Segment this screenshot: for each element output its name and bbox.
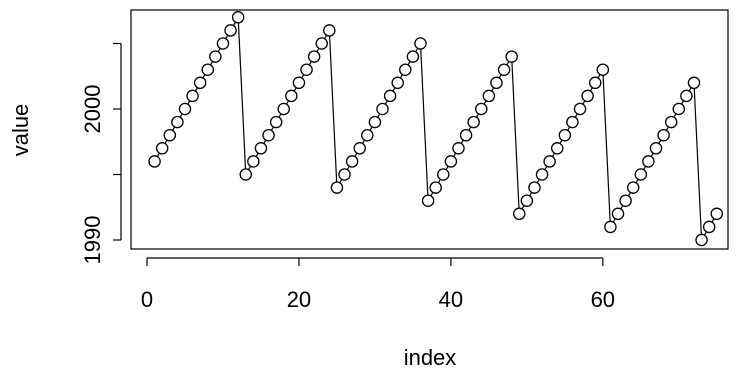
data-point bbox=[224, 24, 237, 37]
data-point bbox=[535, 168, 549, 181]
data-point bbox=[437, 168, 450, 181]
data-point bbox=[452, 142, 465, 155]
y-axis: 1990 2000 bbox=[80, 42, 122, 265]
data-point bbox=[520, 194, 534, 207]
data-point bbox=[277, 102, 290, 116]
data-point bbox=[497, 63, 511, 76]
data-point bbox=[300, 63, 313, 76]
data-point bbox=[399, 63, 412, 76]
x-tick-label: 60 bbox=[591, 287, 615, 312]
data-point bbox=[155, 142, 169, 155]
data-point bbox=[649, 142, 663, 155]
data-point bbox=[702, 220, 716, 234]
data-point bbox=[588, 76, 602, 90]
data-point bbox=[573, 102, 587, 116]
data-points bbox=[148, 11, 724, 247]
data-point bbox=[680, 89, 693, 103]
x-axis: 0 20 40 60 bbox=[141, 257, 615, 312]
data-point bbox=[315, 37, 328, 50]
data-point bbox=[513, 207, 526, 221]
y-axis-label: value bbox=[8, 104, 33, 157]
data-point bbox=[467, 115, 480, 129]
data-point bbox=[619, 194, 632, 207]
data-point bbox=[254, 142, 268, 155]
data-point bbox=[444, 155, 458, 168]
series-line bbox=[154, 15, 718, 243]
data-point bbox=[148, 155, 161, 168]
data-point bbox=[550, 142, 564, 155]
plot-frame bbox=[130, 9, 729, 250]
data-point bbox=[558, 128, 572, 142]
data-point bbox=[695, 233, 708, 247]
data-point bbox=[345, 155, 359, 168]
x-axis-label: index bbox=[404, 345, 457, 370]
data-point bbox=[664, 115, 678, 129]
data-point bbox=[710, 207, 724, 221]
data-point bbox=[193, 76, 207, 90]
data-point bbox=[490, 76, 503, 90]
data-point bbox=[307, 50, 321, 63]
data-point bbox=[285, 89, 298, 103]
data-point bbox=[642, 155, 655, 168]
data-point bbox=[209, 50, 222, 63]
data-point bbox=[566, 115, 579, 129]
x-tick-label: 20 bbox=[287, 287, 311, 312]
data-point bbox=[353, 142, 366, 155]
data-point bbox=[459, 128, 473, 142]
data-point bbox=[292, 76, 306, 90]
data-point bbox=[581, 89, 594, 103]
data-point bbox=[231, 11, 245, 24]
data-point bbox=[262, 128, 275, 142]
data-point bbox=[201, 63, 215, 76]
data-point bbox=[368, 115, 382, 129]
data-point bbox=[505, 50, 518, 63]
data-point bbox=[376, 102, 389, 116]
data-point bbox=[171, 115, 184, 129]
y-tick-label: 2000 bbox=[80, 85, 105, 134]
data-point bbox=[391, 76, 404, 90]
data-point bbox=[361, 128, 374, 142]
data-point bbox=[528, 181, 541, 194]
data-point bbox=[604, 220, 617, 234]
x-tick-label: 40 bbox=[439, 287, 463, 312]
data-point bbox=[330, 181, 344, 194]
data-point bbox=[406, 50, 420, 63]
data-point bbox=[414, 37, 427, 50]
data-point bbox=[634, 168, 648, 181]
data-point bbox=[163, 128, 177, 142]
y-tick-label: 1990 bbox=[80, 216, 105, 265]
data-point bbox=[596, 63, 610, 76]
data-point bbox=[482, 89, 496, 103]
data-point bbox=[216, 37, 230, 50]
data-point bbox=[611, 207, 625, 221]
data-point bbox=[247, 155, 260, 168]
data-point bbox=[657, 128, 670, 142]
data-point bbox=[323, 24, 336, 37]
data-point bbox=[421, 194, 435, 207]
data-point bbox=[429, 181, 442, 194]
data-point bbox=[269, 115, 283, 129]
data-point bbox=[672, 102, 686, 116]
data-point bbox=[475, 102, 488, 116]
data-point bbox=[239, 168, 253, 181]
data-point bbox=[543, 155, 556, 168]
x-tick-label: 0 bbox=[141, 287, 153, 312]
data-point bbox=[178, 102, 192, 116]
data-point bbox=[186, 89, 199, 103]
data-point bbox=[687, 76, 701, 90]
data-point bbox=[338, 168, 351, 181]
data-point bbox=[626, 181, 640, 194]
data-point bbox=[383, 89, 397, 103]
